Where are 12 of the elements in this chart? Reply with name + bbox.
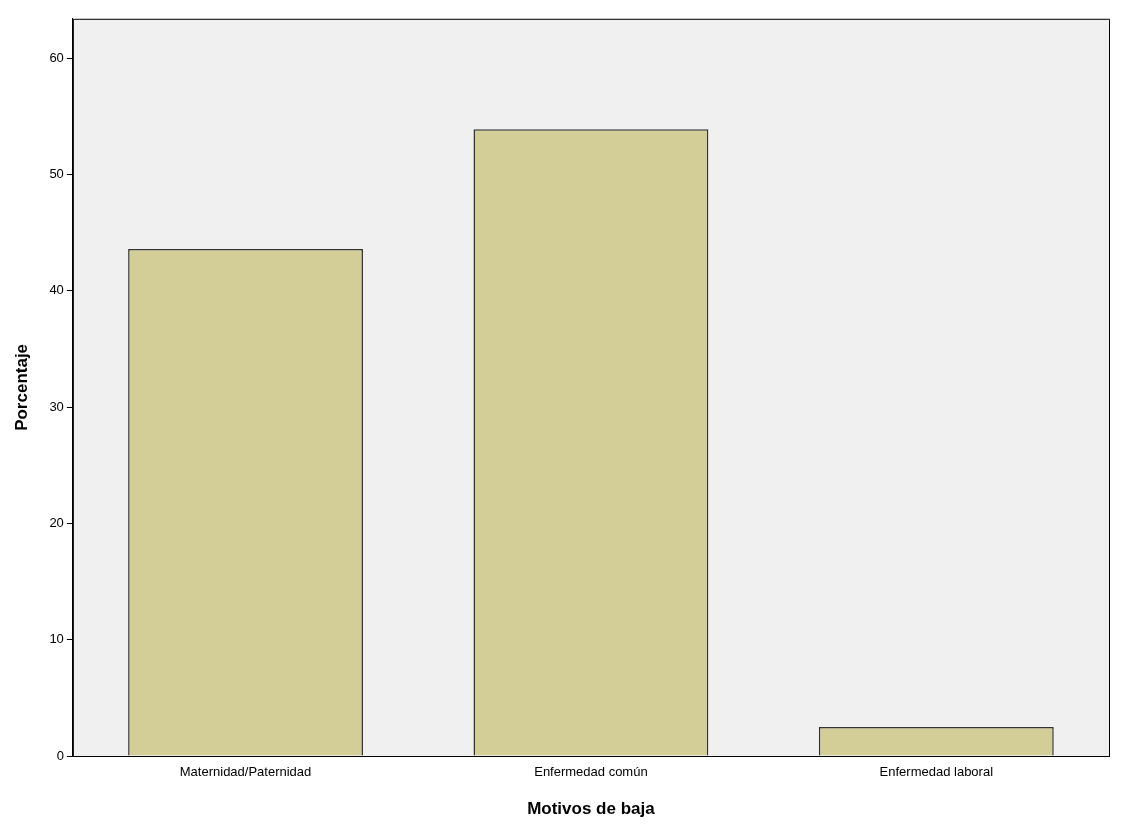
y-tick-label: 40 (49, 282, 64, 298)
y-tick-label: 60 (49, 49, 64, 65)
x-tick-label: Enfermedad laboral (879, 764, 994, 780)
y-tick-label: 10 (49, 631, 64, 647)
x-tick-label: Enfermedad común (534, 764, 648, 780)
x-tick-label: Maternidad/Paternidad (179, 764, 312, 780)
y-tick-label: 20 (49, 515, 64, 531)
y-axis-title: Porcentaje (11, 343, 31, 431)
y-tick-label: 50 (49, 166, 64, 182)
x-axis-title: Motivos de baja (527, 799, 656, 819)
y-tick-label: 30 (49, 398, 64, 414)
y-tick-label: 0 (56, 747, 64, 763)
